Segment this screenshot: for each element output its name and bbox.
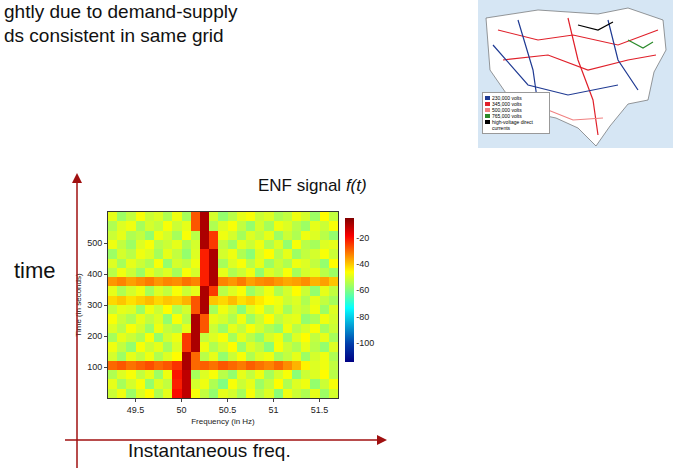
svg-text:50.5: 50.5 xyxy=(219,405,237,415)
svg-text:200: 200 xyxy=(87,331,102,341)
html-text:ghtly due to demand-supply: ghtly due to demand-supply xyxy=(4,1,238,22)
html-text:ENF signal f(t): ENF signal f(t) xyxy=(258,176,367,195)
svg-text:51.5: 51.5 xyxy=(311,405,329,415)
svg-text:-100: -100 xyxy=(356,338,374,348)
html-text:ds consistent in same grid: ds consistent in same grid xyxy=(4,25,224,46)
svg-text:51: 51 xyxy=(269,405,279,415)
svg-text:300: 300 xyxy=(87,300,102,310)
html-text:765,000 volts: 765,000 volts xyxy=(492,113,522,119)
svg-text:-20: -20 xyxy=(356,233,369,243)
html-text:high-voltage direct currents: high-voltage direct currents xyxy=(492,119,533,131)
svg-text:49.5: 49.5 xyxy=(127,405,145,415)
html-text:345,000 volts: 345,000 volts xyxy=(492,101,522,107)
svg-text:-80: -80 xyxy=(356,312,369,322)
svg-text:-40: -40 xyxy=(356,259,369,269)
html-text:500,000 volts: 500,000 volts xyxy=(492,107,522,113)
html-text:time: time xyxy=(14,258,56,283)
svg-text:Frequency (in Hz): Frequency (in Hz) xyxy=(191,417,255,426)
svg-text:400: 400 xyxy=(87,269,102,279)
svg-text:50: 50 xyxy=(177,405,187,415)
svg-text:100: 100 xyxy=(87,362,102,372)
svg-text:Time (in seconds): Time (in seconds) xyxy=(74,273,83,337)
svg-text:-60: -60 xyxy=(356,285,369,295)
html-text:Instantaneous freq.: Instantaneous freq. xyxy=(128,440,291,461)
html-text:230,000 volts: 230,000 volts xyxy=(492,95,522,101)
svg-text:500: 500 xyxy=(87,238,102,248)
